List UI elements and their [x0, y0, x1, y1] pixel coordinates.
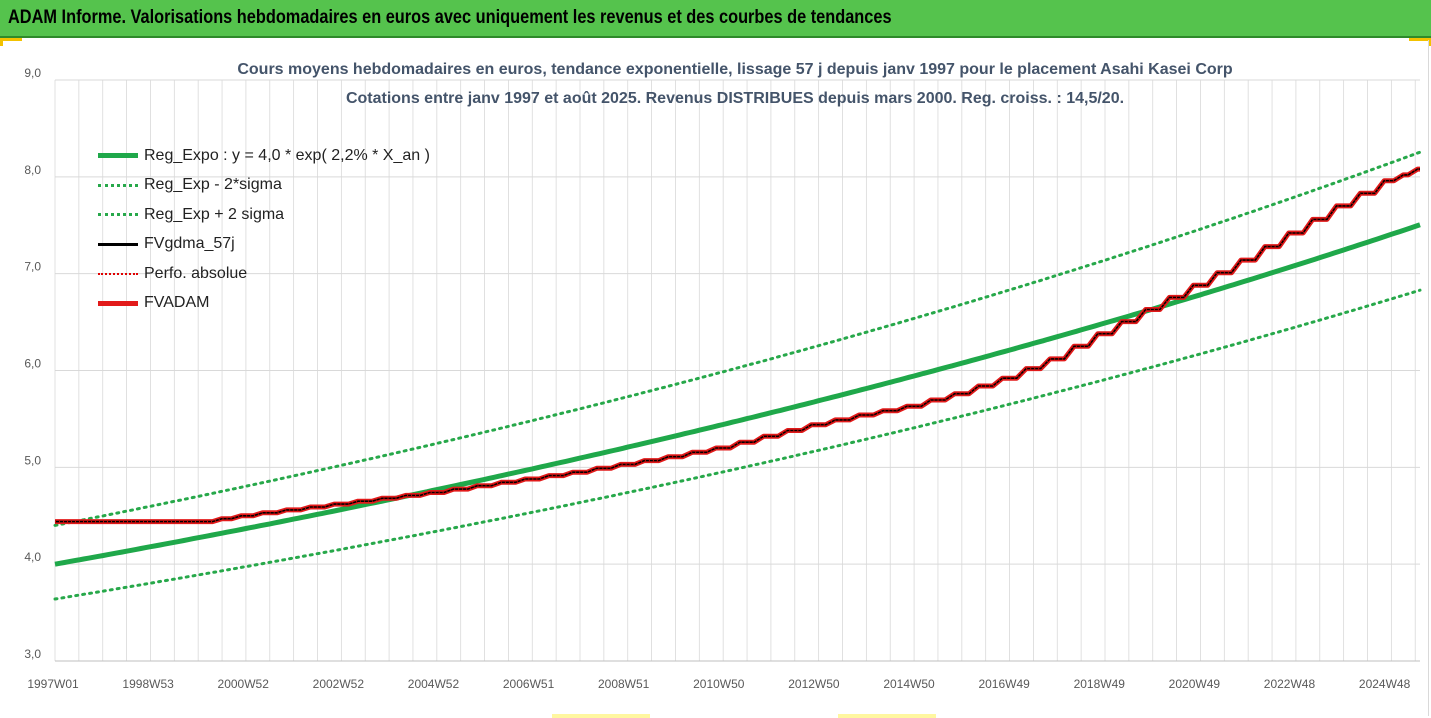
report-banner: ADAM Informe. Valorisations hebdomadaire… [0, 0, 1431, 38]
series-reg-exp-plus-2-sigma [53, 150, 1422, 527]
x-tick-label: 2022W48 [1264, 677, 1316, 691]
series-reg-expo [54, 222, 1421, 567]
sheet-tab-marker-left [552, 714, 650, 718]
legend-swatch-reg-exp-plus [98, 213, 138, 217]
chart-subtitle: Cotations entre janv 1997 et août 2025. … [345, 90, 1125, 107]
y-tick-label: 9,0 [24, 66, 41, 80]
x-tick-label: 2024W48 [1359, 677, 1411, 691]
legend-item-reg-exp-minus: Reg_Exp - 2*sigma [98, 171, 430, 201]
x-tick-label: 2016W49 [978, 677, 1030, 691]
legend-swatch-reg-exp-minus [98, 183, 138, 187]
series-fvgdma-57j [55, 168, 1420, 523]
legend-label-fvadam: FVADAM [144, 294, 210, 312]
legend-label-reg-expo: Reg_Expo : y = 4,0 * exp( 2,2% * X_an ) [144, 146, 430, 164]
x-tick-label: 2008W51 [598, 677, 650, 691]
legend-item-fvgdma: FVgdma_57j [98, 230, 430, 260]
chart-area [2, 40, 1429, 716]
series-reg-exp-minus-2-sigma [53, 288, 1422, 601]
chart-title: Cours moyens hebdomadaires en euros, ten… [237, 61, 1233, 78]
chart-legend: Reg_Expo : y = 4,0 * exp( 2,2% * X_an ) … [98, 141, 430, 318]
y-tick-label: 7,0 [24, 260, 41, 274]
legend-item-fvadam: FVADAM [98, 289, 430, 319]
y-tick-label: 5,0 [24, 453, 41, 467]
legend-label-reg-exp-minus: Reg_Exp - 2*sigma [144, 176, 282, 194]
x-tick-label: 2012W50 [788, 677, 840, 691]
corner-marker-top-left [0, 38, 22, 41]
legend-item-reg-exp-plus: Reg_Exp + 2 sigma [98, 200, 430, 230]
chart-grid [54, 79, 1420, 662]
corner-marker-top-right-vertical [1428, 38, 1431, 46]
y-tick-label: 3,0 [24, 647, 41, 661]
legend-item-perfo: Perfo. absolue [98, 259, 430, 289]
corner-marker-top-right [1409, 38, 1431, 41]
x-tick-label: 2004W52 [408, 677, 460, 691]
x-tick-label: 2010W50 [693, 677, 745, 691]
legend-label-reg-exp-plus: Reg_Exp + 2 sigma [144, 205, 285, 223]
legend-label-perfo: Perfo. absolue [144, 264, 248, 282]
legend-label-fvgdma: FVgdma_57j [144, 235, 235, 253]
x-tick-label: 2000W52 [218, 677, 270, 691]
chart-series [53, 150, 1422, 601]
x-tick-label: 2020W49 [1169, 677, 1221, 691]
report-title: ADAM Informe. Valorisations hebdomadaire… [8, 7, 892, 28]
corner-marker-top-left-vertical [0, 38, 3, 46]
legend-item-reg-expo: Reg_Expo : y = 4,0 * exp( 2,2% * X_an ) [98, 141, 430, 171]
x-tick-label: 2006W51 [503, 677, 555, 691]
x-tick-label: 2018W49 [1074, 677, 1126, 691]
x-tick-label: 1997W01 [27, 677, 79, 691]
x-tick-label: 2002W52 [313, 677, 365, 691]
y-tick-label: 6,0 [24, 357, 41, 371]
y-tick-label: 8,0 [24, 163, 41, 177]
chart-ticks: 3,0 4,0 5,0 6,0 7,0 8,0 9,0 1997W01 1998W53 2000W… [24, 66, 1410, 691]
legend-swatch-perfo [98, 272, 138, 275]
legend-swatch-fvadam [98, 300, 138, 306]
x-tick-label: 1998W53 [122, 677, 174, 691]
y-tick-label: 4,0 [24, 550, 41, 564]
legend-swatch-reg-expo [98, 153, 138, 159]
legend-swatch-fvgdma [98, 242, 138, 246]
sheet-tab-marker-right [838, 714, 936, 718]
x-tick-label: 2014W50 [883, 677, 935, 691]
